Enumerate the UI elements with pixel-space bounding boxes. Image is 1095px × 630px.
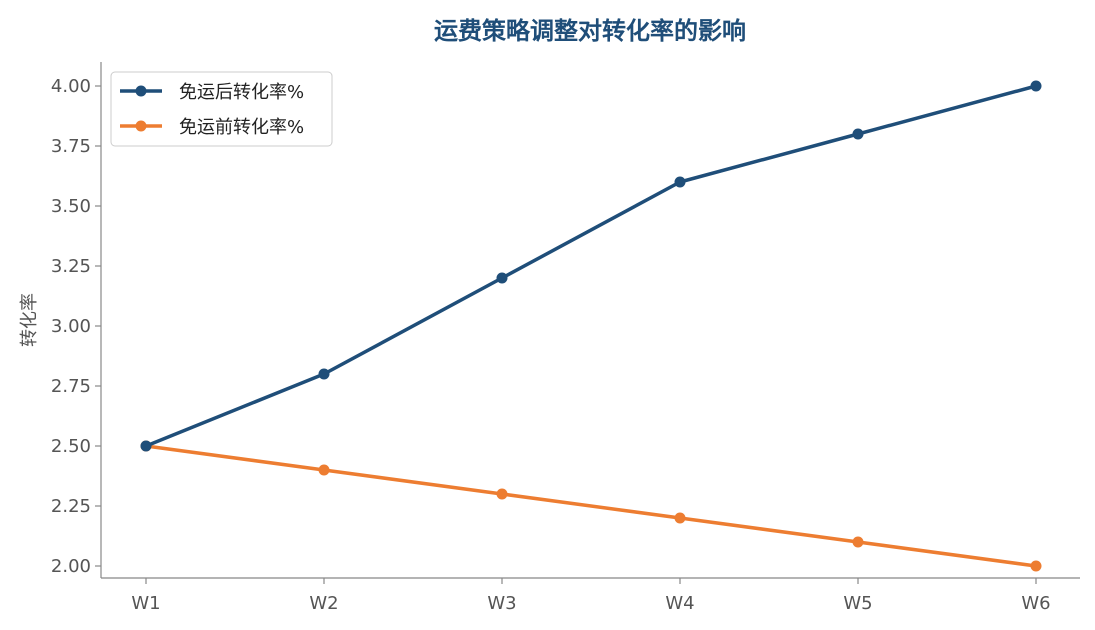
legend-box <box>110 71 333 147</box>
x-tick-label: W3 <box>487 593 516 614</box>
series-line <box>144 84 1038 448</box>
chart-title: 运费策略调整对转化率的影响 <box>434 17 746 45</box>
series-line <box>144 444 1038 568</box>
y-ticks: 2.00 2.25 2.50 2.75 3.00 3.25 3.50 3.75 4.00 <box>51 76 101 577</box>
y-tick-label: 2.50 <box>51 436 91 457</box>
data-point <box>1030 80 1042 92</box>
x-tick-label: W4 <box>665 593 694 614</box>
data-point <box>674 176 686 188</box>
legend-item: 免运后转化率% <box>120 82 304 103</box>
y-tick-label: 4.00 <box>51 76 91 97</box>
data-point <box>496 272 508 284</box>
y-tick-label: 2.25 <box>51 496 91 517</box>
y-tick-label: 3.75 <box>51 136 91 157</box>
x-ticks: W1 W2 W3 W4 W5 W6 <box>131 578 1051 614</box>
data-point <box>852 536 864 548</box>
x-tick-label: W5 <box>843 593 872 614</box>
data-point <box>852 128 864 140</box>
x-tick-label: W2 <box>309 593 338 614</box>
series-layer <box>140 80 1042 572</box>
legend-label: 免运前转化率% <box>179 117 304 138</box>
legend-item: 免运前转化率% <box>120 117 304 138</box>
data-point <box>140 440 152 452</box>
y-tick-label: 2.00 <box>51 556 91 577</box>
series-1 <box>140 80 1042 452</box>
y-axis-label: 转化率 <box>19 293 40 347</box>
data-point <box>674 512 686 524</box>
x-tick-label: W1 <box>131 593 160 614</box>
y-tick-label: 3.50 <box>51 196 91 217</box>
y-tick-label: 2.75 <box>51 376 91 397</box>
legend: 免运后转化率% 免运前转化率% <box>110 71 333 147</box>
legend-marker <box>135 120 147 132</box>
data-point <box>1030 560 1042 572</box>
legend-marker <box>135 85 147 97</box>
series-2 <box>140 440 1042 572</box>
x-tick-label: W6 <box>1021 593 1050 614</box>
legend-label: 免运后转化率% <box>179 82 304 103</box>
data-point <box>318 368 330 380</box>
data-point <box>496 488 508 500</box>
y-tick-label: 3.25 <box>51 256 91 277</box>
axes <box>100 62 1080 579</box>
data-point <box>318 464 330 476</box>
y-tick-label: 3.00 <box>51 316 91 337</box>
